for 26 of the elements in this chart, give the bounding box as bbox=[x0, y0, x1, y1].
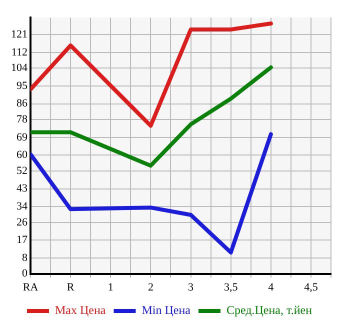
x-tick-label: 1 bbox=[108, 281, 114, 294]
x-tick-label: R bbox=[66, 281, 75, 294]
y-tick-label: 17 bbox=[16, 234, 28, 246]
y-tick-label: 104 bbox=[11, 62, 28, 74]
y-tick-label: 52 bbox=[16, 164, 28, 177]
y-tick-label: 86 bbox=[16, 98, 28, 110]
legend-label: Сред.Цена, т.йен bbox=[226, 303, 313, 318]
y-tick-label: 78 bbox=[16, 113, 28, 126]
legend-label: Max Цена bbox=[54, 303, 106, 318]
legend-label: Min Цена bbox=[142, 303, 192, 318]
y-tick-label: 8 bbox=[22, 252, 28, 264]
y-tick-label: 43 bbox=[16, 182, 28, 195]
y-tick-label: 60 bbox=[16, 149, 28, 162]
x-tick-label: 3,5 bbox=[224, 281, 238, 294]
y-tick-label: 95 bbox=[16, 80, 28, 92]
x-tick-label: 4 bbox=[268, 281, 274, 294]
y-tick-label: 0 bbox=[22, 268, 28, 280]
y-tick-label: 26 bbox=[16, 216, 28, 228]
y-tick-label: 121 bbox=[11, 28, 28, 40]
x-tick-label: 4,5 bbox=[304, 281, 318, 294]
y-tick-label: 69 bbox=[16, 131, 28, 144]
x-tick-label: 3 bbox=[188, 281, 194, 294]
y-tick-label: 34 bbox=[16, 200, 28, 212]
x-tick-label: RA bbox=[22, 281, 38, 294]
y-tick-label: 112 bbox=[11, 46, 28, 58]
x-tick-label: 2 bbox=[148, 281, 154, 294]
